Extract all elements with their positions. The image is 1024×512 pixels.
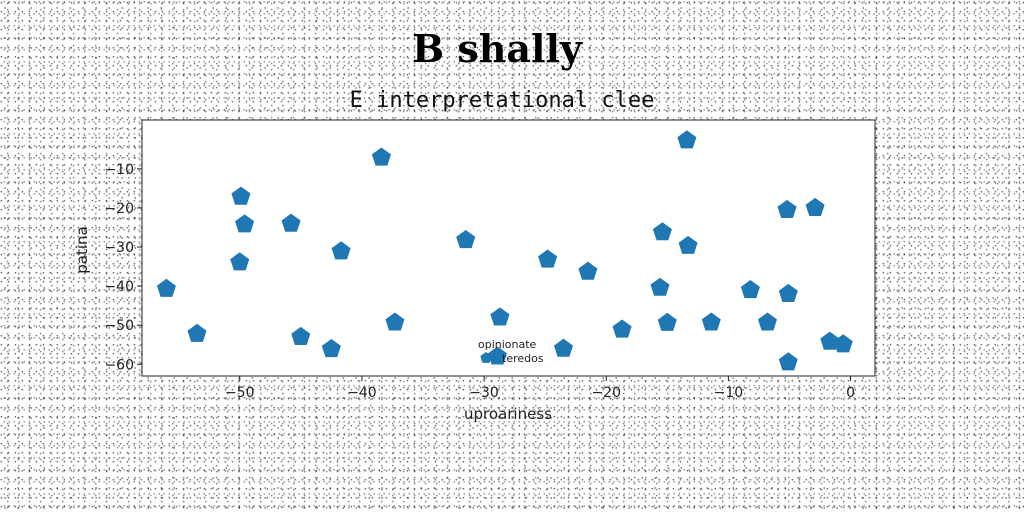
data-point: [331, 241, 351, 260]
data-point: [490, 307, 510, 326]
chart-subtitle: E interpretational clee: [350, 88, 655, 113]
x-tick-label: −30: [469, 385, 499, 401]
data-point: [740, 280, 760, 299]
data-point: [778, 283, 798, 302]
legend: opinionate teredos: [478, 338, 544, 365]
data-point: [650, 277, 670, 296]
data-point: [701, 312, 721, 331]
data-point: [652, 222, 672, 241]
y-tick-label: −40: [104, 279, 134, 295]
data-point: [678, 235, 698, 254]
y-axis-ticks: −10 −20 −30 −40 −50 −60: [104, 162, 142, 373]
data-point: [612, 319, 632, 338]
data-point: [231, 186, 251, 205]
y-tick-label: −20: [104, 201, 134, 217]
data-point: [488, 346, 507, 365]
data-point: [156, 278, 176, 297]
x-tick-label: −50: [225, 385, 255, 401]
data-point: [833, 334, 853, 353]
data-point: [385, 312, 405, 331]
data-point: [538, 249, 558, 268]
x-tick-label: −10: [714, 385, 744, 401]
plot-area-background: [142, 120, 875, 376]
data-point: [657, 312, 677, 331]
data-point: [554, 338, 573, 357]
y-tick-label: −60: [104, 357, 134, 373]
data-point: [578, 261, 598, 280]
data-point: [321, 339, 341, 358]
data-point: [371, 147, 391, 166]
y-tick-label: −30: [104, 240, 134, 256]
legend-entry-label: teredos: [502, 352, 544, 365]
data-point: [230, 252, 250, 271]
y-axis-label: patina: [73, 226, 91, 273]
y-tick-label: −10: [104, 162, 134, 178]
y-tick-label: −50: [104, 318, 134, 334]
data-point: [235, 214, 255, 233]
data-point: [677, 130, 697, 149]
data-point: [805, 197, 825, 216]
x-tick-label: −40: [347, 385, 377, 401]
x-tick-label: 0: [846, 385, 855, 401]
data-point: [777, 199, 797, 218]
data-point: [281, 213, 301, 232]
legend-marker: [480, 352, 492, 363]
legend-title: opinionate: [478, 338, 537, 351]
data-point: [758, 312, 777, 331]
data-point: [291, 326, 311, 345]
x-axis-label: uproariness: [464, 405, 552, 423]
data-point: [778, 352, 798, 371]
points-layer: [156, 130, 853, 371]
x-tick-label: −20: [591, 385, 621, 401]
chart-title: B shally: [412, 26, 583, 71]
x-axis-ticks: −50 −40 −30 −20 −10 0: [225, 376, 855, 401]
data-point: [820, 331, 840, 350]
data-point: [187, 323, 207, 342]
data-point: [456, 230, 476, 249]
plot-frame: [141, 119, 876, 377]
